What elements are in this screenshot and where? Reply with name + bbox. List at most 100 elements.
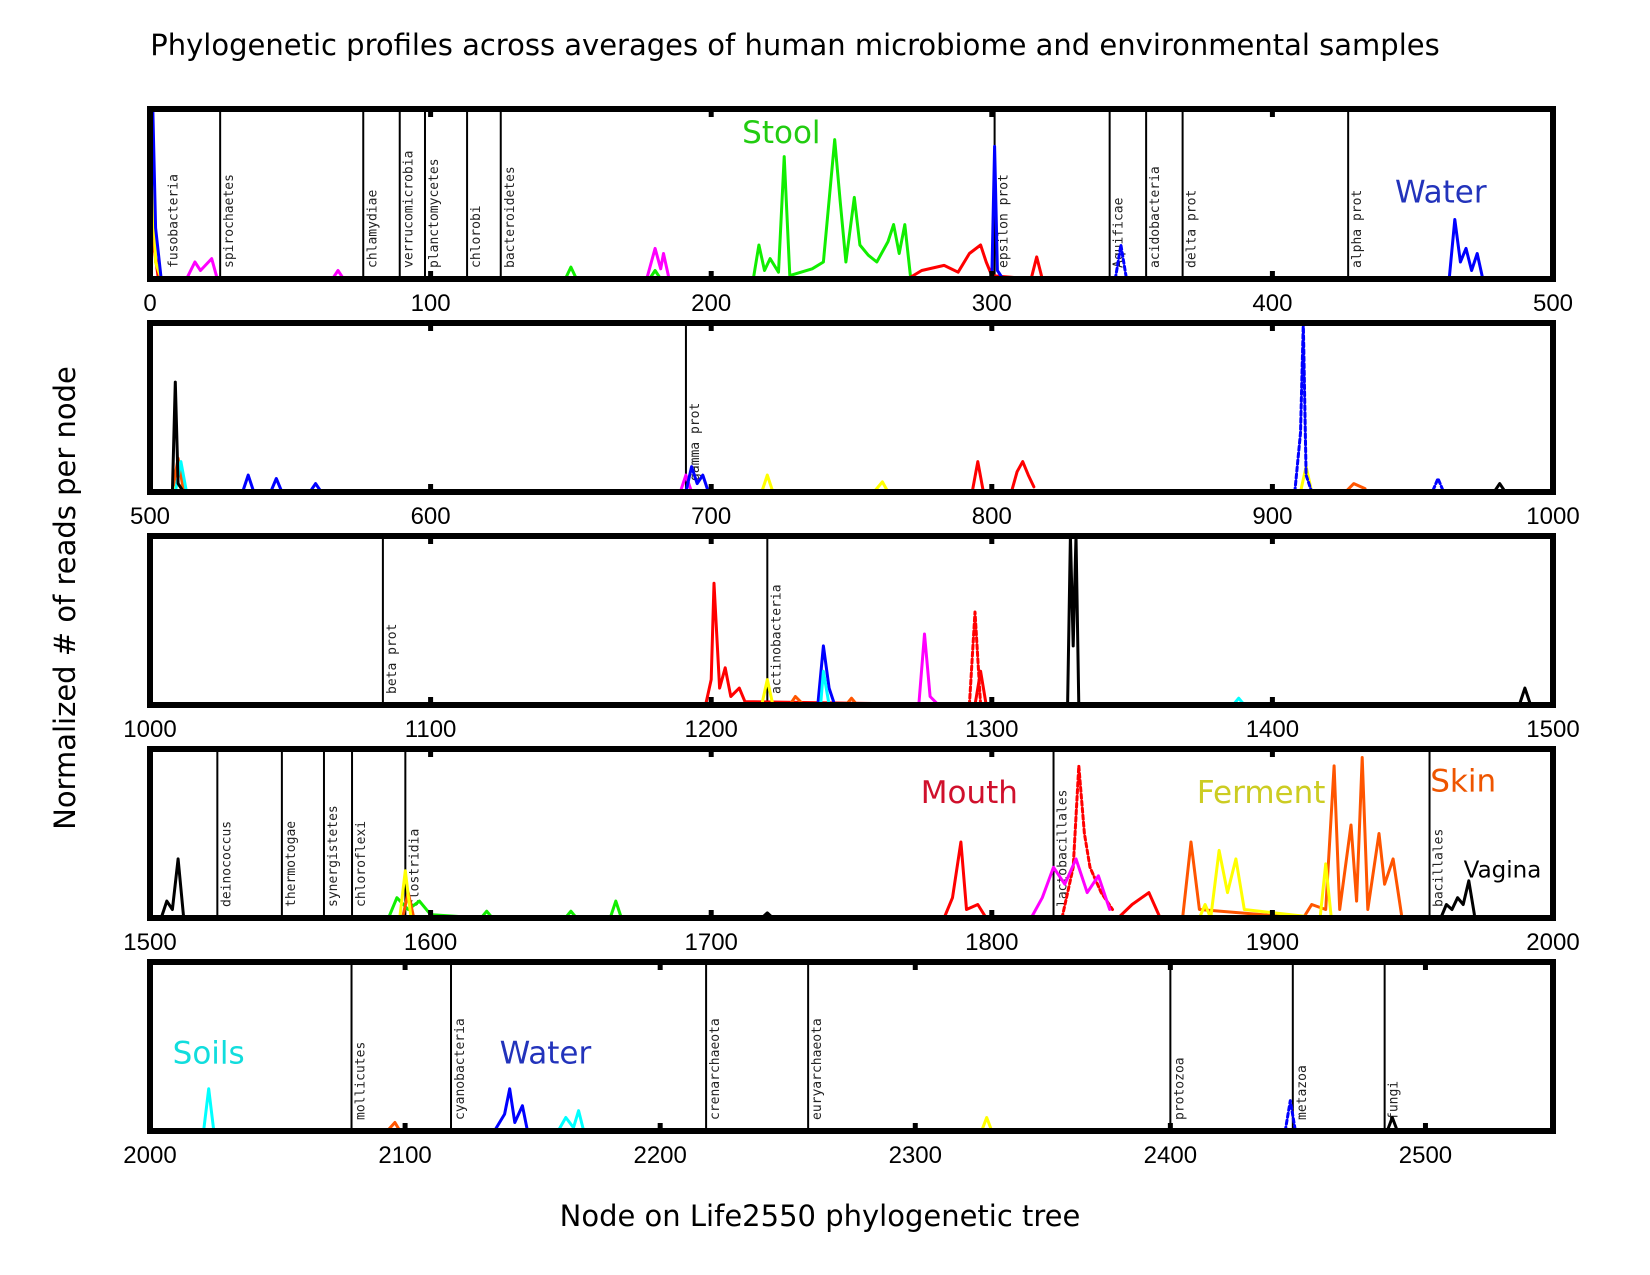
clade-label: bacillales xyxy=(1432,829,1447,907)
clade-label: cyanobacteria xyxy=(453,1018,468,1120)
x-tick-label: 2400 xyxy=(1144,1142,1197,1169)
series-line xyxy=(704,581,988,705)
sample-group-label: Soils xyxy=(173,1035,245,1071)
clade-label: Aquificae xyxy=(1112,197,1127,268)
x-axis-label: Node on Life2550 phylogenetic tree xyxy=(560,1199,1081,1233)
panel-3: beta prot actinobacteria 1000 1100 1200 1300 1… xyxy=(123,533,1580,743)
series-line xyxy=(816,644,837,705)
x-tick-label: 1400 xyxy=(1246,716,1299,743)
series-line xyxy=(401,756,1403,918)
clade-label: chlamydiae xyxy=(365,190,380,268)
series-line xyxy=(1113,243,1128,279)
x-tick-label: 1800 xyxy=(965,929,1018,956)
series-line xyxy=(1385,1116,1399,1131)
panels-group: spirochaetes fusobacteria chlamydiae verruc… xyxy=(123,106,1580,1169)
series-line xyxy=(202,1087,586,1131)
panel-frame xyxy=(147,320,1556,495)
panel-frame xyxy=(147,533,1556,708)
clade-label: metazoa xyxy=(1295,1065,1310,1120)
x-tick-label: 2000 xyxy=(1526,929,1579,956)
x-tick-label: 2000 xyxy=(123,1142,176,1169)
clade-label: synergistetes xyxy=(326,805,341,907)
clade-label: bacteroidetes xyxy=(503,166,518,268)
clade-label: mollicutes xyxy=(354,1042,369,1120)
x-tick-label: 0 xyxy=(143,290,156,317)
series-line xyxy=(492,1087,529,1131)
x-tick-label: 500 xyxy=(1533,290,1573,317)
clade-label: spirochaetes xyxy=(222,174,237,268)
clade-label: euryarchaeota xyxy=(810,1018,825,1120)
series-line xyxy=(942,840,1162,918)
clade-label: protozoa xyxy=(1172,1057,1187,1120)
x-tick-label: 1000 xyxy=(123,716,176,743)
panel-1: spirochaetes fusobacteria chlamydiae verruc… xyxy=(143,106,1573,317)
panel-4: deinococcus thermotogae synergistetes chlor… xyxy=(123,746,1580,956)
x-tick-label: 2300 xyxy=(889,1142,942,1169)
x-tick-label: 400 xyxy=(1252,290,1292,317)
x-tick-label: 1500 xyxy=(123,929,176,956)
series-line xyxy=(170,465,1314,492)
sample-group-label: Ferment xyxy=(1197,775,1325,811)
clade-label: verrucomicrobia xyxy=(402,151,417,268)
sample-group-label: Mouth xyxy=(921,775,1018,811)
x-tick-label: 800 xyxy=(972,503,1012,530)
series-line xyxy=(1066,536,1533,705)
x-tick-label: 2500 xyxy=(1399,1142,1452,1169)
series-line xyxy=(980,1116,994,1131)
clade-label: actinobacteria xyxy=(769,584,784,694)
panel-5: mollicutes cyanobacteria crenarchaeota eury… xyxy=(123,959,1556,1169)
panel-frame xyxy=(147,106,1556,282)
panel-2: gamma prot 500 600 700 800 900 1000 xyxy=(130,320,1580,530)
x-tick-label: 2200 xyxy=(633,1142,686,1169)
x-tick-label: 2100 xyxy=(378,1142,431,1169)
panel-frame xyxy=(147,959,1556,1134)
sample-group-label: Skin xyxy=(1430,763,1496,799)
series-line xyxy=(970,460,1036,492)
series-line xyxy=(159,857,1476,918)
series-line xyxy=(387,896,623,918)
series-line xyxy=(170,380,1507,492)
clade-label: clostridia xyxy=(407,829,422,907)
clade-label: acidobacteria xyxy=(1148,166,1163,268)
clade-label: beta prot xyxy=(385,624,400,694)
clade-label: chlorobi xyxy=(469,205,484,268)
x-tick-label: 1000 xyxy=(1526,503,1579,530)
clade-label: gamma prot xyxy=(688,403,703,481)
clade-label: crenarchaeota xyxy=(708,1018,723,1120)
series-line xyxy=(1293,323,1446,492)
x-tick-label: 1500 xyxy=(1526,716,1579,743)
x-tick-label: 1700 xyxy=(685,929,738,956)
sample-group-label: Water xyxy=(1395,175,1487,211)
x-tick-label: 200 xyxy=(691,290,731,317)
series-line xyxy=(185,246,671,279)
chart-title: Phylogenetic profiles across averages of… xyxy=(150,28,1439,62)
x-tick-label: 700 xyxy=(691,503,731,530)
series-line xyxy=(398,848,1333,918)
sample-group-label: Stool xyxy=(742,115,820,151)
x-tick-label: 300 xyxy=(972,290,1012,317)
x-tick-label: 1200 xyxy=(685,716,738,743)
clade-label: fungi xyxy=(1387,1081,1402,1120)
panel-frame xyxy=(147,746,1556,921)
clade-label: chloroflexi xyxy=(354,821,369,907)
x-tick-label: 1900 xyxy=(1246,929,1299,956)
series-line xyxy=(917,632,940,705)
x-tick-label: 500 xyxy=(130,503,170,530)
clade-label: thermotogae xyxy=(284,821,299,907)
series-line xyxy=(819,669,1246,705)
y-axis-label: Normalized # of reads per node xyxy=(48,366,82,830)
clade-label: deinococcus xyxy=(219,821,234,907)
series-line xyxy=(967,610,983,705)
sample-group-label: Water xyxy=(500,1035,592,1071)
clade-label: fusobacteria xyxy=(166,174,181,268)
series-line xyxy=(1283,1099,1297,1131)
x-tick-label: 1600 xyxy=(404,929,457,956)
series-line xyxy=(760,678,775,705)
series-line xyxy=(563,138,912,279)
clade-label: planctomycetes xyxy=(427,158,442,268)
clade-label: delta prot xyxy=(1185,190,1200,268)
clade-label: alpha prot xyxy=(1350,190,1365,268)
clade-label: epsilon prot xyxy=(997,174,1012,268)
x-tick-label: 900 xyxy=(1252,503,1292,530)
